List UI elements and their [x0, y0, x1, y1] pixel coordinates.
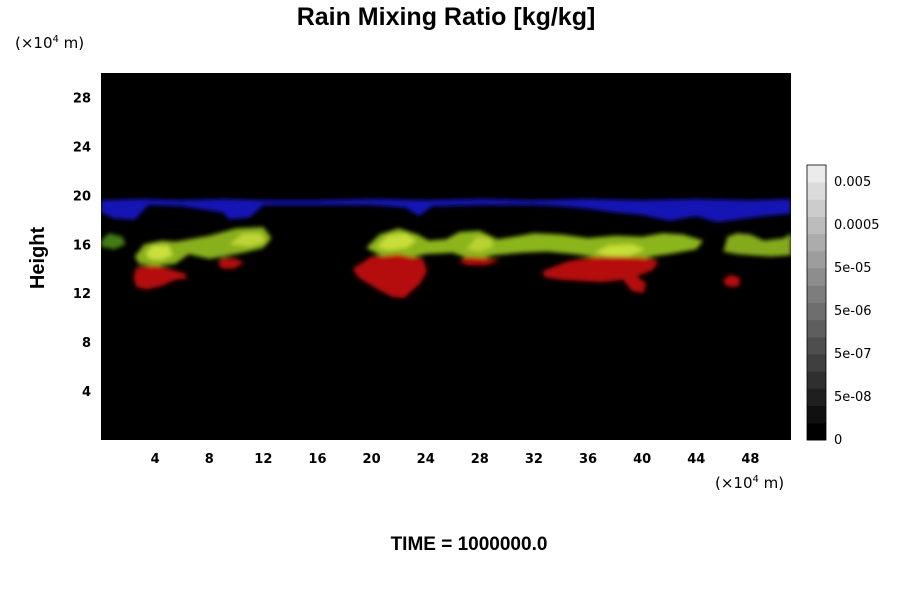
x-axis-ticks: 4 8 12 16 20 24 28 32 36 40 44 48	[151, 452, 760, 467]
colorbar-level	[807, 216, 826, 235]
x-tick-label: 40	[633, 452, 651, 467]
region-highlight-2	[377, 233, 417, 251]
colorbar-level	[807, 405, 826, 424]
colorbar-level	[807, 285, 826, 303]
region-highlight-4	[229, 233, 267, 247]
region-red-3	[542, 256, 659, 294]
region-green-core-3	[723, 233, 791, 257]
y-axis-label: Height	[27, 227, 49, 290]
y-tick-label: 24	[73, 140, 91, 155]
colorbar-level	[807, 336, 826, 355]
colorbar-level	[807, 388, 826, 407]
colorbar-level	[807, 182, 826, 200]
colorbar-level	[807, 371, 826, 389]
chart-title: Rain Mixing Ratio [kg/kg]	[297, 3, 596, 31]
colorbar-level	[807, 233, 826, 252]
colorbar-level	[807, 268, 826, 286]
y-tick-label: 8	[82, 336, 91, 351]
region-red-4	[723, 274, 740, 288]
y-tick-label: 4	[82, 385, 91, 400]
region-red-1b	[217, 257, 245, 269]
region-red-1	[133, 265, 188, 290]
colorbar-level	[807, 319, 826, 338]
colorbar-label: 0	[834, 433, 842, 448]
colorbar-label: 5e-08	[834, 390, 872, 405]
region-green-edge-left	[101, 233, 126, 250]
y-tick-label: 28	[73, 91, 91, 106]
region-highlight-3	[594, 244, 645, 257]
region-red-5	[459, 256, 501, 266]
region-highlight-5	[466, 236, 494, 252]
colorbar-label: 5e-06	[834, 304, 872, 319]
x-tick-label: 12	[254, 452, 272, 467]
x-tick-label: 20	[363, 452, 381, 467]
colorbar: 0 5e-08 5e-07 5e-06 5e-05 0.0005 0.005	[806, 164, 880, 448]
colorbar-level	[807, 354, 826, 372]
colorbar-level	[807, 422, 826, 441]
y-unit-label: (×104 m)	[15, 34, 84, 52]
x-tick-label: 16	[308, 452, 326, 467]
colorbar-level	[807, 250, 826, 269]
x-tick-label: 32	[525, 452, 543, 467]
y-axis-ticks: 4 8 12 16 20 24 28	[73, 91, 91, 400]
region-blue-band	[101, 199, 791, 223]
colorbar-level	[807, 165, 826, 183]
colorbar-label: 5e-05	[834, 261, 872, 276]
x-tick-label: 8	[205, 452, 214, 467]
region-highlight-1	[145, 245, 173, 261]
y-tick-label: 12	[73, 287, 91, 302]
x-tick-label: 44	[687, 452, 705, 467]
x-tick-label: 48	[741, 452, 759, 467]
colorbar-label: 0.0005	[834, 218, 880, 233]
x-tick-label: 4	[151, 452, 160, 467]
y-tick-label: 16	[73, 238, 91, 253]
colorbar-border	[806, 164, 827, 441]
colorbar-level	[807, 302, 826, 321]
x-tick-label: 36	[579, 452, 597, 467]
x-tick-label: 28	[471, 452, 489, 467]
time-label: TIME = 1000000.0	[391, 534, 548, 555]
x-unit-label: (×104 m)	[715, 474, 784, 492]
x-tick-label: 24	[417, 452, 435, 467]
colorbar-label: 0.005	[834, 175, 871, 190]
colorbar-label: 5e-07	[834, 347, 872, 362]
region-red-2	[352, 254, 428, 299]
colorbar-level	[807, 199, 826, 217]
plot-area	[101, 73, 791, 440]
y-tick-label: 20	[73, 189, 91, 204]
